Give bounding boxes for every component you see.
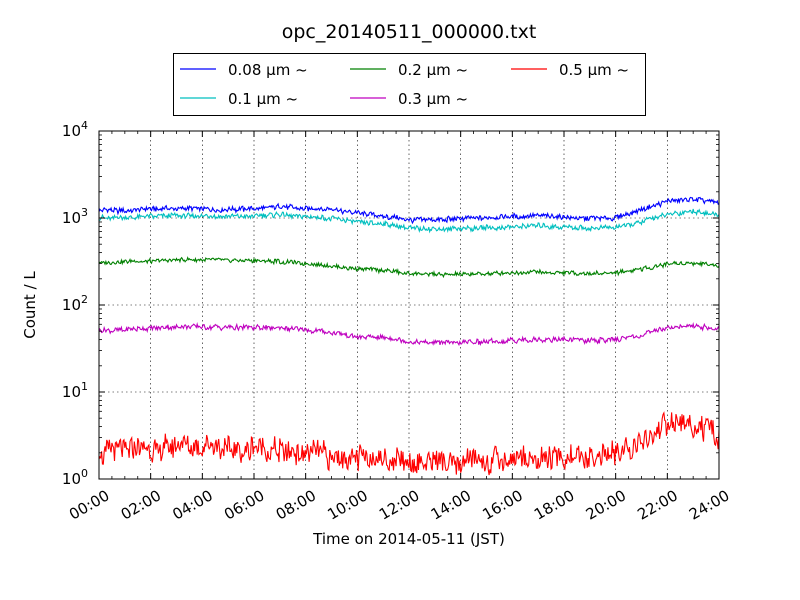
x-tick-label: 14:00 [428,486,474,523]
x-axis-label: Time on 2014-05-11 (JST) [312,530,505,548]
x-tick-label: 20:00 [583,486,629,523]
x-tick-label: 12:00 [376,486,422,523]
y-tick-label: 102 [62,293,88,314]
legend-label: 0.3 µm ~ [398,90,468,108]
y-tick-label-exponent: 0 [81,467,88,480]
y-tick-label-exponent: 3 [81,206,88,219]
y-axis-label: Count / L [21,271,39,339]
y-tick-label-base: 10 [62,470,81,488]
y-tick-label: 103 [62,206,88,227]
x-tick-label: 06:00 [221,486,267,523]
x-tick-label: 10:00 [324,486,370,523]
x-tick-label: 08:00 [273,486,319,523]
chart-title: opc_20140511_000000.txt [282,21,537,43]
series-line [99,196,719,225]
x-tick-label: 04:00 [169,486,215,523]
legend-label: 0.5 µm ~ [559,61,629,79]
y-tick-label: 101 [62,380,88,401]
y-tick-label: 100 [62,467,88,488]
y-tick-label-base: 10 [62,383,81,401]
y-tick-label-exponent: 4 [81,119,88,132]
y-tick-label: 104 [62,119,88,140]
x-tick-label: 24:00 [686,486,732,523]
series-line [99,411,719,476]
x-tick-label: 22:00 [634,486,680,523]
legend-label: 0.1 µm ~ [228,90,298,108]
legend-box [173,53,646,116]
y-tick-label-exponent: 1 [81,380,88,393]
y-tick-label-base: 10 [62,296,81,314]
legend-label: 0.08 µm ~ [228,61,308,79]
series-line [99,256,719,279]
series-lines [99,196,719,476]
x-tick-label: 00:00 [66,486,112,523]
y-tick-label-base: 10 [62,209,81,227]
series-line [99,208,719,234]
x-tick-label: 02:00 [118,486,164,523]
y-tick-label-exponent: 2 [81,293,88,306]
legend: 0.08 µm ~ 0.1 µm ~ 0.2 µm ~ 0.3 µm ~ 0.5 µm … [173,53,646,116]
series-line [99,321,719,347]
x-tick-label: 18:00 [531,486,577,523]
x-tick-label: 16:00 [479,486,525,523]
legend-label: 0.2 µm ~ [398,61,468,79]
plot-area: 00:00 02:00 04:00 06:00 08:00 10:00 12:00 14:00… [62,119,733,524]
y-tick-label-base: 10 [62,122,81,140]
